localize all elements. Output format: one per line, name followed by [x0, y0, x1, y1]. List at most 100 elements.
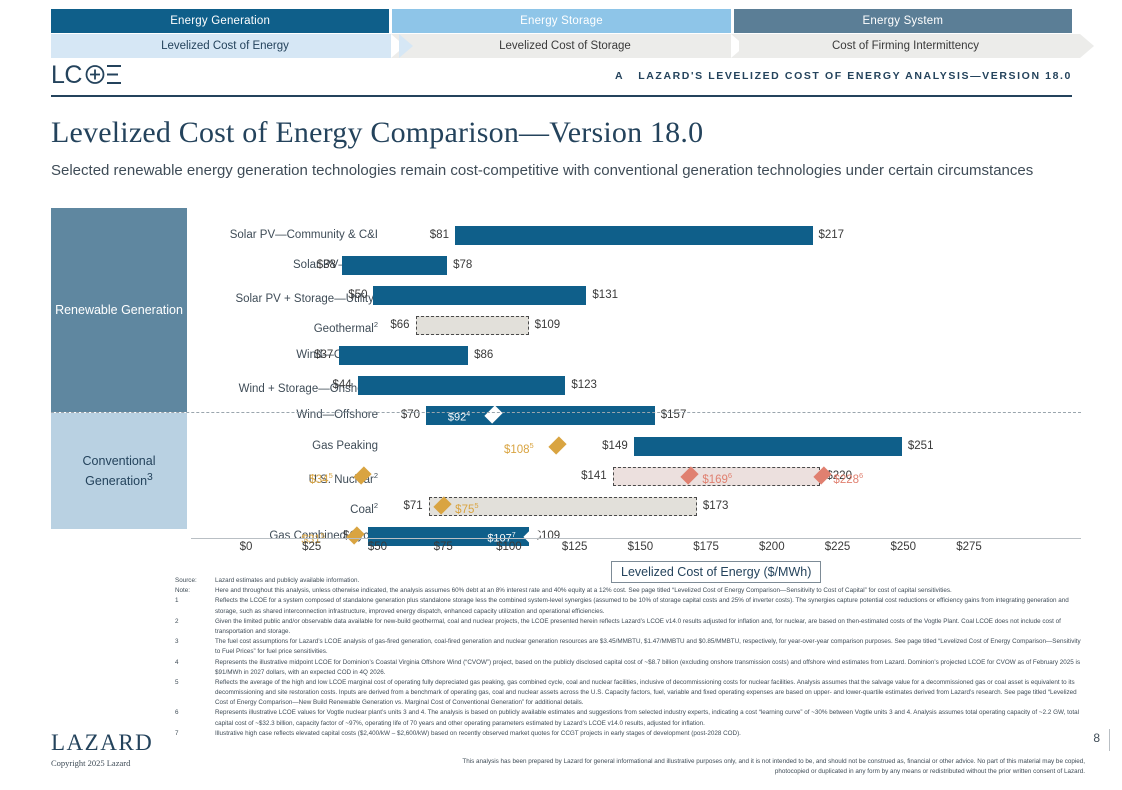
chevron-arrow-1-icon — [399, 34, 413, 58]
footnote-row: Source: Lazard estimates and publicly ava… — [175, 576, 1085, 586]
chart-marker-label: $1085 — [503, 441, 534, 456]
page-number-rule — [1109, 729, 1110, 751]
footnote-key: 1 — [175, 597, 179, 605]
chart-row-label: Solar PV + Storage—Utility1 — [235, 290, 378, 305]
chart-bar — [341, 256, 448, 275]
footnote-key: 7 — [175, 729, 179, 737]
chart-high-value: $217 — [818, 229, 845, 241]
chart-high-value: $78 — [453, 259, 473, 271]
x-axis-tick: $250 — [890, 541, 917, 553]
chart-low-value: $81 — [429, 229, 449, 241]
tab-energy-generation[interactable]: Energy Generation — [51, 9, 390, 33]
footnote-row: Note: Here and throughout this analysis, … — [175, 586, 1085, 596]
chart-row: Wind + Storage—Onshore1$44$123 — [187, 370, 1081, 400]
x-axis-tick: $175 — [693, 541, 719, 553]
chart-marker-label: $2286 — [833, 471, 864, 486]
chart-high-value: $131 — [592, 289, 618, 301]
footnote-text: Here and throughout this analysis, unles… — [215, 587, 952, 595]
chart-row-label: Wind—Offshore — [296, 409, 378, 421]
chart-row: Geothermal2 $66 $109 — [187, 310, 1081, 340]
footnote-text: Reflects the LCOE for a system composed … — [215, 597, 1069, 615]
chart-marker-diamond-icon — [548, 436, 567, 455]
header-title-text: LAZARD'S LEVELIZED COST OF ENERGY ANALYS… — [638, 70, 1072, 82]
page-subtitle: Selected renewable energy generation tec… — [51, 162, 1034, 179]
chart-row: Coal2 $71 $173 $755 — [187, 491, 1081, 521]
lcoe-chart: Renewable Generation Conventional Genera… — [51, 208, 1081, 548]
subtab-cost-of-firming-intermittency[interactable]: Cost of Firming Intermittency — [731, 34, 1080, 58]
chart-row-label: Solar PV—Community & C&I — [229, 229, 378, 241]
footnote-key: Source: — [175, 577, 197, 584]
chart-bar — [357, 376, 566, 395]
category-renewable-label: Renewable Generation — [55, 302, 183, 317]
footnote-text: The fuel cost assumptions for Lazard’s L… — [215, 638, 1081, 656]
chart-high-value: $251 — [907, 440, 934, 452]
chart-row: Solar PV—Utility $38 $78 — [187, 250, 1081, 280]
chart-bar — [633, 437, 902, 456]
chart-marker-label: $315 — [301, 531, 325, 546]
chart-row: U.S. Nuclear2 $141 $220 $345 $1696 $2286 — [187, 461, 1081, 491]
footnotes: Source: Lazard estimates and publicly ava… — [175, 576, 1085, 739]
footnote-text: Lazard estimates and publicly available … — [215, 577, 360, 584]
footnote-key: 6 — [175, 709, 179, 717]
report-header-title: A LAZARD'S LEVELIZED COST OF ENERGY ANALY… — [615, 70, 1072, 82]
chart-bar — [454, 226, 813, 245]
subtab-cofi-label: Cost of Firming Intermittency — [832, 40, 979, 52]
footnote-key: 3 — [175, 638, 179, 646]
chart-row: Wind—Onshore $37 $86 — [187, 340, 1081, 370]
chart-bar — [368, 527, 529, 546]
footnote-row: 6 Represents illustrative LCOE values for… — [175, 708, 1085, 728]
primary-nav: Energy Generation Energy Storage Energy … — [51, 9, 1072, 33]
chart-low-value: $66 — [390, 319, 410, 331]
footnote-row: 5 Reflects the average of the high and lo… — [175, 678, 1085, 709]
header-letter: A — [615, 70, 625, 82]
chart-marker-label: $1696 — [702, 471, 733, 486]
chart-high-value: $86 — [474, 349, 494, 361]
footnote-row: 7 Illustrative high case reflects elevate… — [175, 729, 1085, 739]
footnote-row: 1 Reflects the LCOE for a system composed… — [175, 596, 1085, 616]
chart-low-value: $37 — [314, 349, 334, 361]
x-axis-tick: $75 — [433, 541, 453, 553]
chart-marker-label: $924 — [447, 411, 471, 424]
chart-row-label: U.S. Nuclear2 — [308, 471, 378, 486]
footnote-row: 3 The fuel cost assumptions for Lazard’s … — [175, 637, 1085, 657]
chart-low-value: $50 — [348, 289, 368, 301]
x-axis-tick: $275 — [956, 541, 982, 553]
x-axis-title: Levelized Cost of Energy ($/MWh) — [611, 561, 822, 583]
chart-bar — [373, 286, 587, 305]
disclaimer-text: This analysis has been prepared by Lazar… — [462, 758, 1085, 776]
chart-high-value: $123 — [571, 379, 597, 391]
chart-row: Gas Peaking $149 $251 $1085 — [187, 431, 1081, 461]
tab-energy-storage[interactable]: Energy Storage — [392, 9, 731, 33]
footnote-key: 5 — [175, 678, 179, 686]
category-panel-renewable: Renewable Generation — [51, 208, 187, 412]
chart-bar — [426, 406, 655, 425]
x-axis-tick: $200 — [759, 541, 785, 553]
footnote-row: 4 Represents the illustrative midpoint LC… — [175, 658, 1085, 678]
x-axis-tick: $50 — [367, 541, 388, 553]
group-divider — [51, 412, 1081, 413]
footnote-text: Given the limited public and/or observab… — [215, 617, 1061, 635]
footnote-text: Represents illustrative LCOE values for … — [215, 709, 1079, 727]
secondary-nav: Levelized Cost of Energy Levelized Cost … — [51, 34, 1094, 58]
chart-marker-label: $345 — [309, 471, 333, 486]
chart-marker-label: $755 — [455, 501, 479, 516]
chart-row: Gas Combined Cycle$48$109$315$1077 — [187, 521, 1081, 551]
x-axis-tick: $0 — [239, 541, 253, 553]
category-conventional-label: Conventional Generation3 — [82, 453, 156, 489]
subtab-levelized-cost-of-storage[interactable]: Levelized Cost of Storage — [391, 34, 739, 58]
tab-energy-system[interactable]: Energy System — [733, 9, 1072, 33]
chevron-arrow-2-icon — [739, 34, 753, 58]
footnote-key: Note: — [175, 587, 191, 595]
chart-low-value: $44 — [332, 379, 352, 391]
subtab-levelized-cost-of-energy[interactable]: Levelized Cost of Energy — [51, 34, 399, 58]
svg-text:LC: LC — [51, 61, 82, 89]
footnote-key: 2 — [175, 617, 179, 625]
chart-row-label: Geothermal2 — [313, 320, 378, 335]
footnote-row: 2 Given the limited public and/or observa… — [175, 617, 1085, 637]
chart-low-value: $141 — [581, 470, 607, 482]
chart-row: Solar PV + Storage—Utility1$50 $131 — [187, 280, 1081, 310]
x-axis-line — [191, 538, 1081, 539]
report-header: LC A LAZARD'S LEVELIZED COST OF ENERGY AN… — [51, 60, 1072, 94]
chart-row: Solar PV—Community & C&I $81 $217 — [187, 220, 1081, 250]
chart-high-value: $109 — [534, 319, 561, 331]
